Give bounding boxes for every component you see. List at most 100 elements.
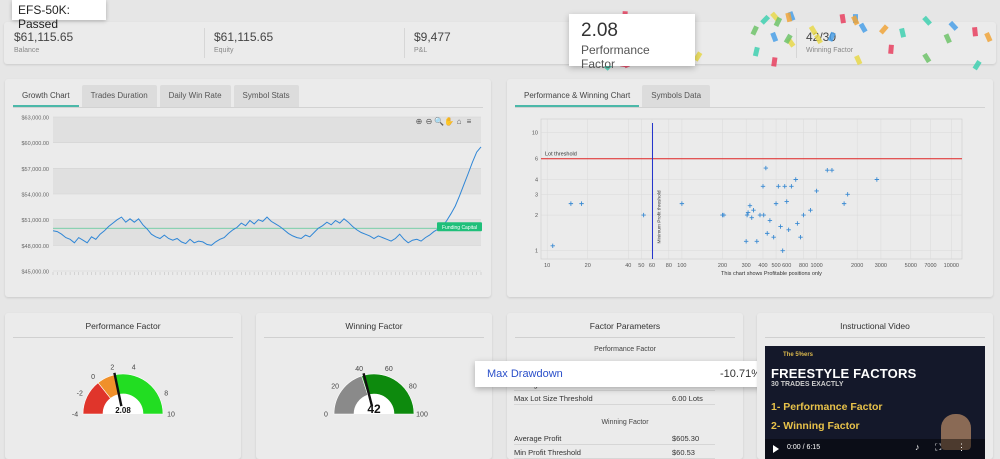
max-drawdown-label: Max Drawdown [487, 368, 563, 380]
panel-title: Factor Parameters [589, 321, 661, 331]
y-tick-label: 10 [532, 130, 538, 136]
menu-icon[interactable]: ≡ [467, 117, 472, 126]
x-tick-label: 7000 [924, 263, 936, 269]
stats-bar: $61,115.65 Balance $61,115.65 Equity $9,… [4, 22, 996, 64]
param-row-max-lot-size-threshold: Max Lot Size Threshold 6.00 Lots [514, 392, 715, 405]
video-time: 0:00 / 6:15 [787, 444, 821, 451]
equity-series-line [52, 146, 482, 246]
growth-chart: $63,000.00 $60,000.00 $57,000.00 $54,000.00… [21, 116, 482, 276]
x-tick-label: 400 [758, 263, 767, 269]
balance-label: Balance [14, 47, 40, 54]
x-tick-label: 10000 [944, 263, 959, 269]
section-performance-factor: Performance Factor [594, 346, 656, 353]
gauge-tick-label: -2 [77, 391, 83, 398]
gauge-value: 2.08 [115, 406, 131, 415]
confetti-piece [770, 11, 780, 22]
min-profit-threshold-label: Minimum Profit threshold [657, 190, 663, 243]
x-tick-label: 1000 [810, 263, 822, 269]
tab-growth-chart[interactable]: Growth Chart [13, 85, 79, 107]
x-tick-label: 3000 [875, 263, 887, 269]
gauge-tick-label: 10 [167, 412, 175, 419]
volume-icon[interactable]: ♪ [915, 442, 920, 452]
home-icon[interactable]: ⌂ [457, 117, 462, 126]
x-tick-label: 100 [677, 263, 686, 269]
pan-icon[interactable]: ✋ [444, 116, 454, 126]
data-point [579, 201, 584, 206]
equity-stat: $61,115.65 Equity [204, 22, 404, 64]
data-point [778, 224, 783, 229]
data-point [789, 184, 794, 189]
x-tick-label: 10 [544, 263, 550, 269]
magnify-icon[interactable]: 🔍 [434, 116, 444, 126]
performance-winning-panel: Performance & Winning Chart Symbols Data… [507, 79, 993, 297]
data-point [798, 234, 803, 240]
gauge-needle [362, 373, 374, 407]
tab-symbols-data[interactable]: Symbols Data [642, 85, 711, 107]
zoom-out-icon[interactable]: ⊖ [426, 117, 433, 126]
growth-chart-panel: Growth Chart Trades Duration Daily Win R… [5, 79, 491, 297]
tab-trades-duration[interactable]: Trades Duration [81, 85, 157, 107]
data-point [786, 227, 791, 233]
gauge-tick-label: -4 [72, 412, 78, 419]
y-tick-label: $54,000.00 [21, 193, 49, 199]
data-point [721, 212, 727, 218]
performance-factor-highlight: 2.08 Performance Factor [569, 14, 695, 71]
tab-performance-winning-chart[interactable]: Performance & Winning Chart [515, 85, 640, 107]
gauge-needle [113, 372, 123, 407]
play-icon[interactable] [773, 445, 779, 453]
data-point [771, 234, 776, 240]
data-point [801, 212, 806, 218]
tab-underline [13, 107, 483, 108]
gauge-tick-label: 100 [416, 412, 428, 419]
data-point [765, 231, 770, 236]
x-tick-label: 2000 [851, 263, 863, 269]
data-point [825, 167, 830, 173]
data-point [808, 207, 813, 213]
data-point [679, 201, 685, 206]
gauge-tick-label: 60 [385, 366, 393, 373]
x-tick-label: 500 [771, 263, 780, 269]
funding-capital-label: Funding Capital [442, 225, 477, 231]
param-row-average-profit: Average Profit $605.30 [514, 432, 715, 445]
data-point [841, 201, 847, 206]
zoom-in-icon[interactable]: ⊕ [416, 117, 423, 126]
more-icon[interactable]: ⋮ [957, 442, 966, 452]
data-point [745, 210, 751, 215]
data-point [845, 192, 850, 197]
grid-band [53, 117, 481, 143]
funding-capital-badge [437, 222, 482, 232]
data-point [757, 212, 763, 218]
video-brand: The 5%ers [783, 352, 814, 358]
param-value: $60.53 [672, 448, 695, 457]
divider [13, 337, 233, 338]
winning-factor-stat: 42/30 Winning Factor [796, 22, 996, 64]
panel-title: Instructional Video [840, 321, 910, 331]
x-tick-label: 60 [649, 263, 655, 269]
video-player[interactable]: The 5%ers FREESTYLE FACTORS 30 TRADES EX… [765, 346, 985, 459]
x-tick-label: 600 [782, 263, 791, 269]
performance-scatter-chart: 10 20 40 50 60 80 100 200 300 400 500 600 800 1000 200… [532, 118, 963, 277]
data-point [761, 212, 766, 218]
x-tick-label: 80 [666, 263, 672, 269]
tab-underline [515, 107, 985, 108]
divider [204, 28, 205, 58]
performance-factor-gauge: -4 -2 0 2 4 8 10 2.08 [72, 365, 175, 419]
gauge-tick-label: 20 [331, 383, 339, 390]
winning-factor-label: Winning Factor [806, 47, 854, 54]
tab-symbol-stats[interactable]: Symbol Stats [233, 85, 299, 107]
lot-threshold-label: Lot threshold [545, 152, 577, 158]
data-point [767, 218, 773, 223]
gauge-tick-label: 40 [355, 366, 363, 373]
balance-stat: $61,115.65 Balance [4, 22, 204, 64]
balance-value: $61,115.65 [14, 30, 74, 44]
x-axis-caption: This chart shows Profitable positions on… [721, 271, 822, 277]
winning-factor-gauge: 0 20 40 60 80 100 42 [324, 366, 428, 419]
data-point [795, 221, 800, 226]
fullscreen-icon[interactable]: ⛶ [935, 442, 942, 452]
y-tick-label: 2 [535, 213, 538, 219]
y-tick-label: $51,000.00 [21, 218, 49, 224]
divider [264, 337, 484, 338]
tab-daily-win-rate[interactable]: Daily Win Rate [159, 85, 231, 107]
data-point [747, 203, 753, 208]
confetti-piece [787, 11, 796, 22]
